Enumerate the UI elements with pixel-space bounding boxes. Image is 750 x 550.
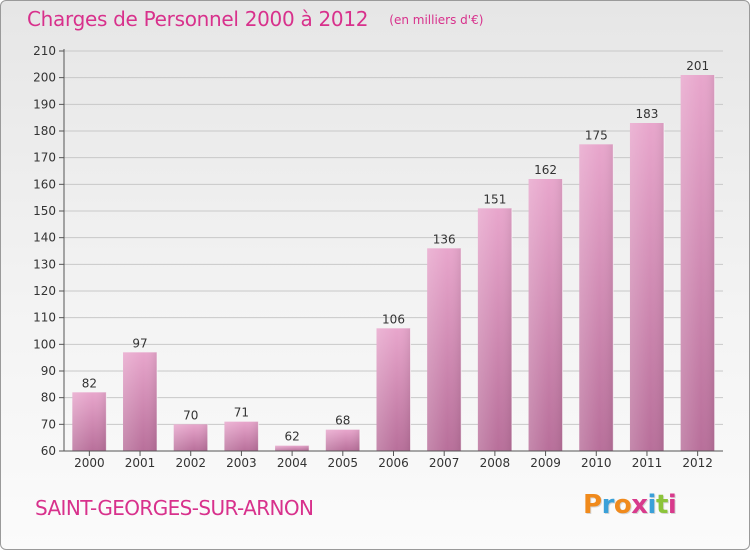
logo-letter: t — [655, 490, 668, 520]
value-label: 68 — [335, 414, 350, 428]
x-tick-label: 2003 — [226, 456, 257, 470]
value-label: 136 — [433, 232, 456, 246]
bar-layer: 82 97 70 71 62 68 106 136 151 162 175 183 201 — [72, 59, 716, 452]
bar-shade — [325, 429, 360, 451]
bar-shade — [680, 75, 715, 451]
value-label: 201 — [686, 59, 709, 73]
value-label: 175 — [585, 128, 608, 142]
y-tick-label: 100 — [33, 337, 56, 351]
y-tick-label: 70 — [41, 417, 56, 431]
town-name: SAINT-GEORGES-SUR-ARNON — [35, 496, 314, 520]
y-tick-label: 160 — [33, 177, 56, 191]
y-tick-label: 210 — [33, 44, 56, 58]
x-tick-label: 2007 — [429, 456, 460, 470]
y-tick-label: 80 — [41, 391, 56, 405]
chart-subtitle: (en milliers d'€) — [389, 13, 484, 27]
y-tick-label: 150 — [33, 204, 56, 218]
y-tick-label: 120 — [33, 284, 56, 298]
logo-letter: o — [613, 490, 632, 520]
value-label: 97 — [132, 336, 147, 350]
bar-shade — [123, 352, 158, 451]
bar-shade — [275, 445, 310, 451]
y-tick-label: 90 — [41, 364, 56, 378]
value-label: 162 — [534, 163, 557, 177]
bar-shade — [528, 179, 563, 451]
x-tick-label: 2009 — [530, 456, 561, 470]
x-tick-label: 2012 — [682, 456, 713, 470]
x-tick-label: 2002 — [175, 456, 206, 470]
y-tick-label: 140 — [33, 231, 56, 245]
x-tick-label: 2001 — [125, 456, 156, 470]
logo-letter: x — [631, 490, 648, 520]
title-row: Charges de Personnel 2000 à 2012 (en mil… — [27, 7, 483, 31]
logo-letter: P — [583, 490, 602, 520]
x-tick-label: 2000 — [74, 456, 105, 470]
y-tick-label: 110 — [33, 311, 56, 325]
logo-letter: i — [647, 490, 657, 520]
bar-shade — [173, 424, 208, 451]
logo-letter: r — [601, 490, 615, 520]
bar-shade — [72, 392, 107, 451]
value-label: 106 — [382, 312, 405, 326]
x-tick-label: 2005 — [328, 456, 359, 470]
y-tick-label: 130 — [33, 257, 56, 271]
x-tick-label: 2006 — [378, 456, 409, 470]
bar-shade — [477, 208, 512, 451]
x-tick-label: 2010 — [581, 456, 612, 470]
bar-shade — [629, 123, 664, 451]
x-tick-label: 2008 — [480, 456, 511, 470]
chart-title: Charges de Personnel 2000 à 2012 — [27, 7, 369, 31]
y-tick-label: 190 — [33, 97, 56, 111]
bar-shade — [579, 144, 614, 452]
x-tick-label: 2004 — [277, 456, 308, 470]
x-tick-label: 2011 — [632, 456, 663, 470]
logo-letter: i — [667, 490, 677, 520]
value-label: 82 — [82, 376, 97, 390]
value-label: 70 — [183, 408, 198, 422]
axis-layer: 60 70 80 90 100 110 120 130 140 150 160 170 180 190 20… — [33, 44, 723, 470]
y-tick-label: 200 — [33, 71, 56, 85]
value-label: 62 — [284, 430, 299, 444]
value-label: 151 — [483, 192, 506, 206]
value-label: 71 — [234, 406, 249, 420]
value-label: 183 — [636, 107, 659, 121]
proxiti-logo[interactable]: Proxiti — [583, 490, 677, 520]
y-tick-label: 180 — [33, 124, 56, 138]
y-tick-label: 60 — [41, 444, 56, 458]
bar-shade — [427, 248, 462, 451]
bar-shade — [224, 421, 259, 451]
y-tick-label: 170 — [33, 151, 56, 165]
bar-shade — [376, 328, 411, 451]
